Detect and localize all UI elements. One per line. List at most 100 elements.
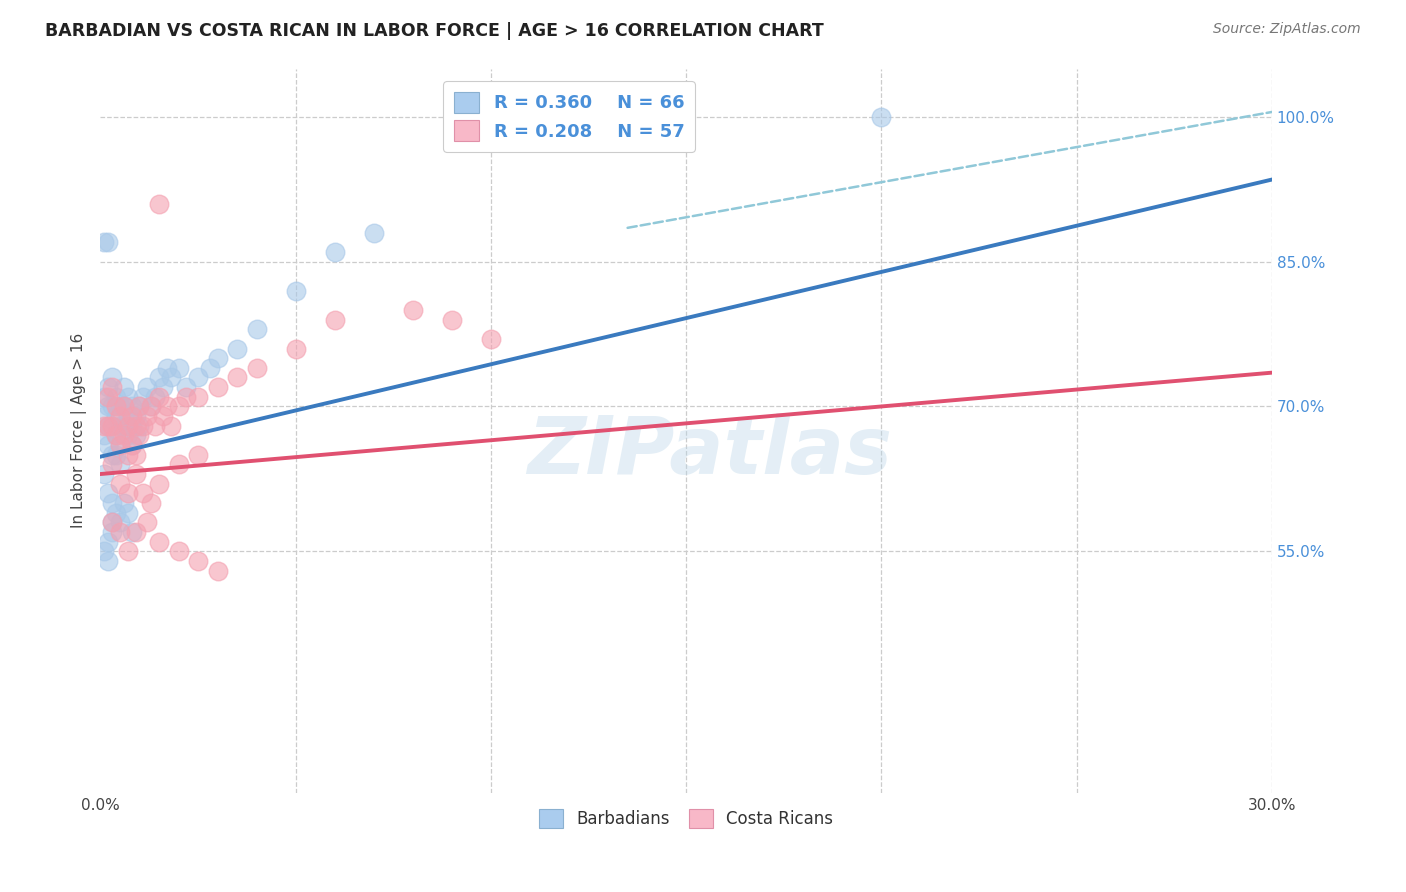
- Legend: Barbadians, Costa Ricans: Barbadians, Costa Ricans: [533, 803, 839, 835]
- Point: [97, 418, 120, 433]
- Point: [97, 390, 120, 404]
- Point: [187, 370, 209, 384]
- Point: [143, 390, 166, 404]
- Point: [152, 380, 174, 394]
- Point: [108, 400, 131, 414]
- Point: [117, 409, 139, 423]
- Point: [112, 400, 135, 414]
- Point: [93, 390, 115, 404]
- Point: [159, 370, 181, 384]
- Point: [117, 418, 139, 433]
- Point: [167, 400, 190, 414]
- Point: [97, 534, 120, 549]
- Point: [187, 448, 209, 462]
- Point: [93, 544, 115, 558]
- Point: [136, 409, 159, 423]
- Point: [167, 458, 190, 472]
- Point: [363, 226, 385, 240]
- Point: [284, 284, 307, 298]
- Point: [105, 448, 128, 462]
- Point: [101, 380, 124, 394]
- Point: [105, 428, 128, 442]
- Point: [101, 370, 124, 384]
- Point: [121, 438, 143, 452]
- Point: [141, 400, 163, 414]
- Point: [121, 524, 143, 539]
- Point: [97, 486, 120, 500]
- Point: [207, 380, 229, 394]
- Point: [159, 418, 181, 433]
- Point: [128, 418, 150, 433]
- Point: [108, 438, 131, 452]
- Point: [121, 409, 143, 423]
- Point: [112, 380, 135, 394]
- Point: [479, 332, 502, 346]
- Point: [136, 380, 159, 394]
- Point: [128, 400, 150, 414]
- Point: [198, 360, 221, 375]
- Point: [167, 360, 190, 375]
- Point: [93, 467, 115, 481]
- Text: Source: ZipAtlas.com: Source: ZipAtlas.com: [1213, 22, 1361, 37]
- Point: [226, 370, 249, 384]
- Point: [167, 544, 190, 558]
- Y-axis label: In Labor Force | Age > 16: In Labor Force | Age > 16: [72, 333, 87, 528]
- Point: [108, 476, 131, 491]
- Point: [101, 418, 124, 433]
- Point: [156, 360, 179, 375]
- Point: [97, 400, 120, 414]
- Point: [121, 400, 143, 414]
- Point: [121, 418, 143, 433]
- Point: [132, 486, 155, 500]
- Point: [108, 418, 131, 433]
- Point: [105, 428, 128, 442]
- Text: BARBADIAN VS COSTA RICAN IN LABOR FORCE | AGE > 16 CORRELATION CHART: BARBADIAN VS COSTA RICAN IN LABOR FORCE …: [45, 22, 824, 40]
- Point: [97, 438, 120, 452]
- Point: [97, 418, 120, 433]
- Point: [148, 390, 170, 404]
- Point: [117, 486, 139, 500]
- Point: [323, 244, 346, 259]
- Point: [108, 458, 131, 472]
- Point: [128, 400, 150, 414]
- Point: [108, 516, 131, 530]
- Point: [101, 458, 124, 472]
- Point: [124, 467, 146, 481]
- Point: [246, 322, 269, 336]
- Point: [226, 342, 249, 356]
- Point: [148, 370, 170, 384]
- Point: [148, 196, 170, 211]
- Point: [284, 342, 307, 356]
- Point: [101, 418, 124, 433]
- Point: [176, 380, 198, 394]
- Point: [93, 409, 115, 423]
- Point: [187, 554, 209, 568]
- Point: [97, 380, 120, 394]
- Point: [440, 312, 463, 326]
- Point: [93, 418, 115, 433]
- Point: [121, 438, 143, 452]
- Point: [124, 418, 146, 433]
- Point: [101, 516, 124, 530]
- Point: [105, 506, 128, 520]
- Point: [152, 409, 174, 423]
- Point: [108, 438, 131, 452]
- Point: [108, 524, 131, 539]
- Point: [117, 448, 139, 462]
- Point: [156, 400, 179, 414]
- Point: [105, 400, 128, 414]
- Point: [93, 428, 115, 442]
- Point: [124, 448, 146, 462]
- Point: [117, 428, 139, 442]
- Point: [136, 516, 159, 530]
- Point: [101, 400, 124, 414]
- Point: [101, 448, 124, 462]
- Point: [187, 390, 209, 404]
- Point: [124, 428, 146, 442]
- Point: [132, 390, 155, 404]
- Point: [117, 390, 139, 404]
- Point: [402, 302, 425, 317]
- Point: [97, 554, 120, 568]
- Point: [176, 390, 198, 404]
- Point: [97, 235, 120, 250]
